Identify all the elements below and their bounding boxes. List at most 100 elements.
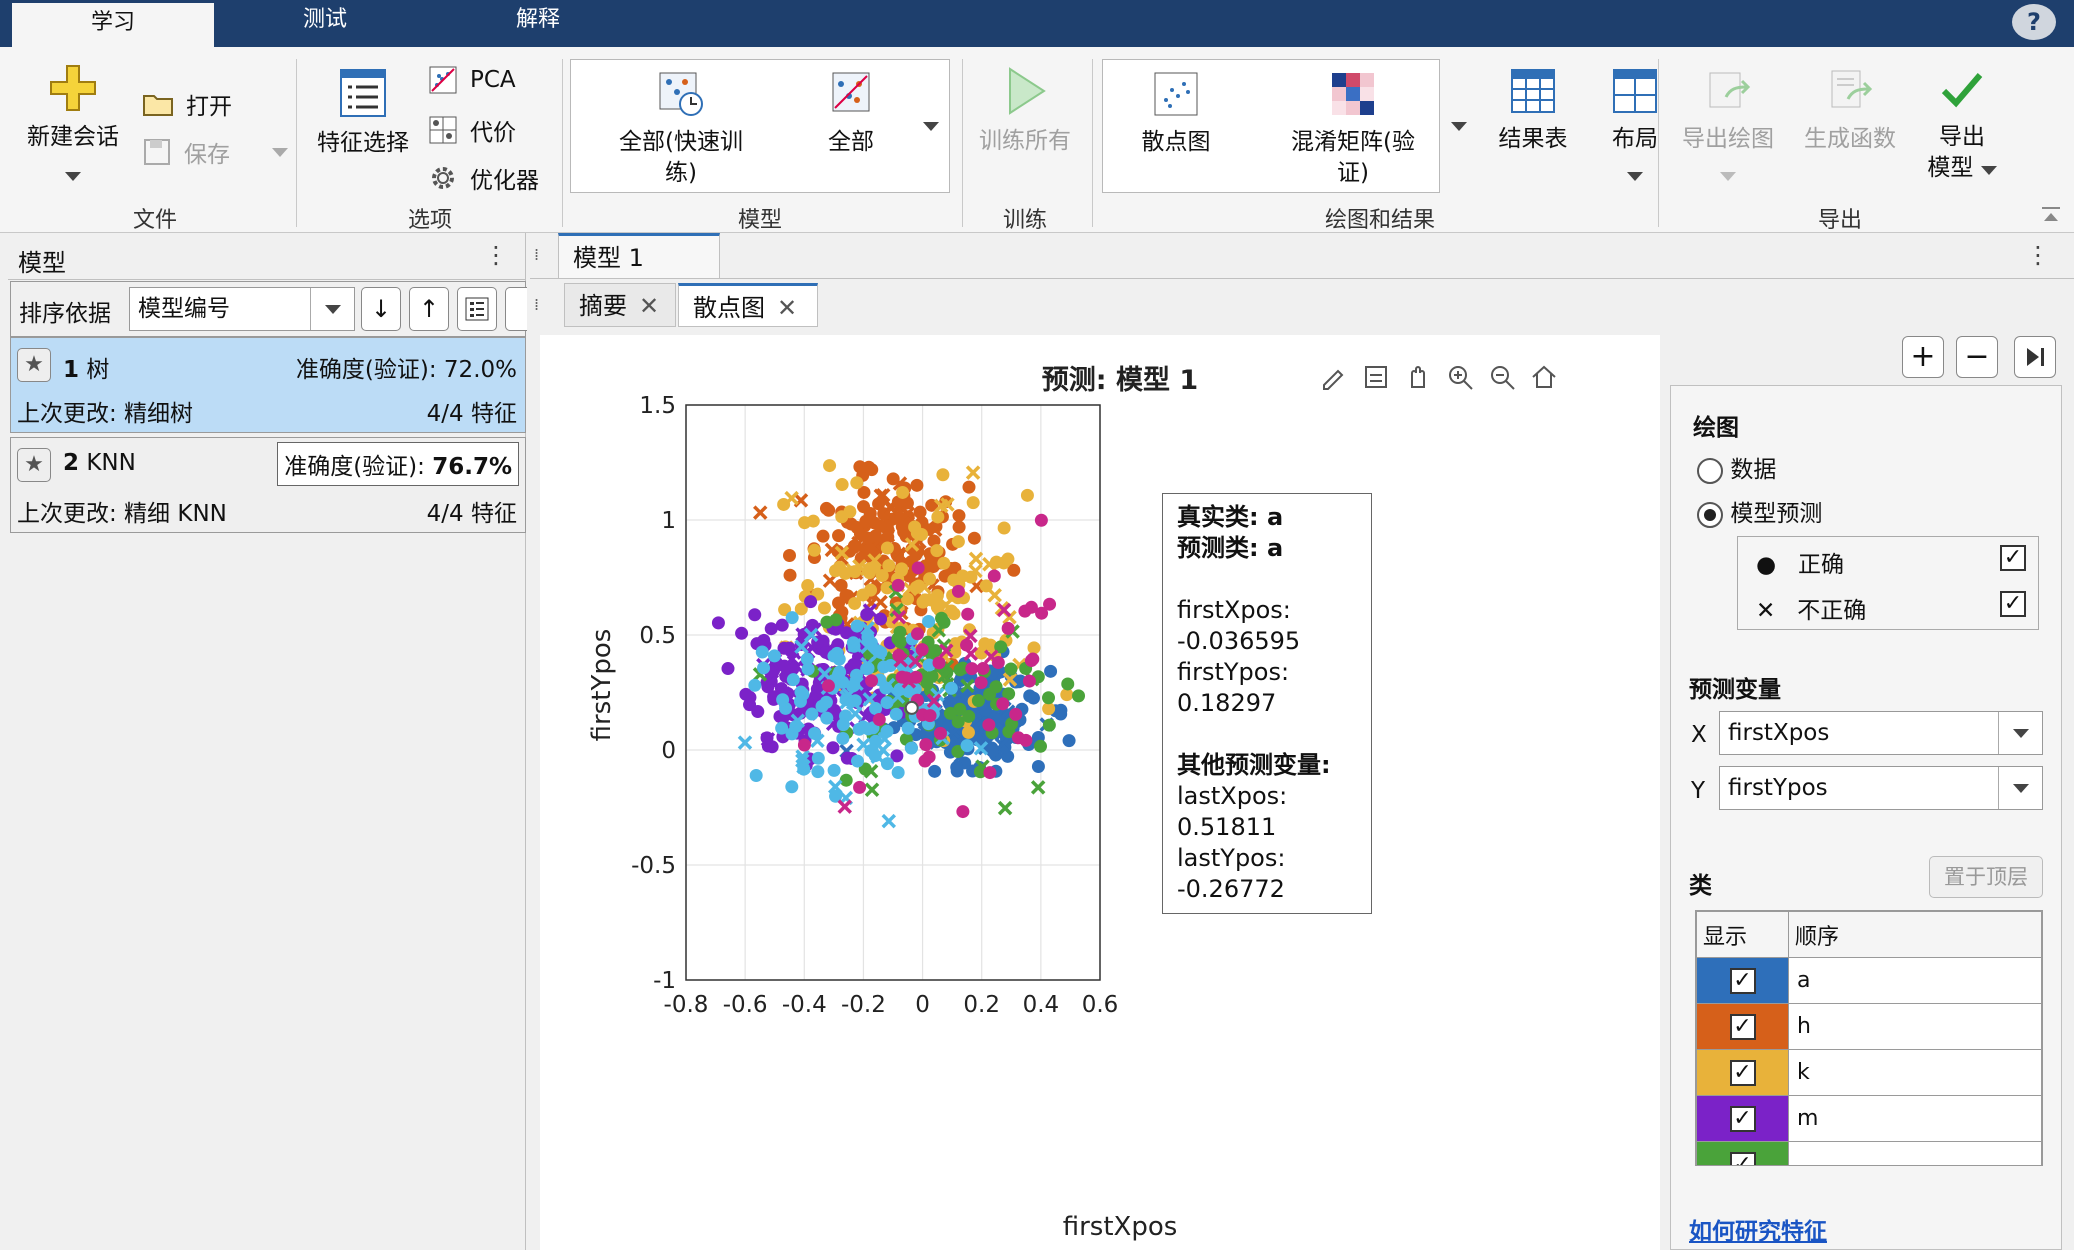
optimizer-button[interactable]: 优化器: [428, 161, 539, 195]
sort-options-button[interactable]: [457, 287, 497, 331]
tab-learn[interactable]: 学习: [12, 0, 214, 47]
export-model-button[interactable]: 导出 模型: [1912, 65, 2012, 184]
model-2-accuracy: 准确度(验证): 76.7%: [277, 442, 519, 486]
class-show-checkbox[interactable]: ✓: [1729, 1105, 1756, 1132]
chevron-down-icon: [1451, 121, 1467, 131]
class-row[interactable]: ✓ m: [1696, 1095, 2042, 1142]
model-card-2[interactable]: ★ 2 KNN 准确度(验证): 76.7% 上次更改: 精细 KNN 4/4 …: [10, 437, 526, 533]
scatter-point: [872, 497, 886, 511]
zoom-out-icon[interactable]: [1488, 363, 1516, 391]
help-icon[interactable]: ?: [2012, 4, 2056, 40]
radio-prediction-button[interactable]: [1697, 501, 1723, 528]
scatter-point: [800, 652, 814, 666]
tab-summary[interactable]: 摘要 ✕: [564, 283, 676, 327]
drag-handle-icon[interactable]: ⁞: [534, 295, 540, 314]
class-show-checkbox[interactable]: ✓: [1729, 1151, 1756, 1165]
scatter-label: 散点图: [1141, 129, 1211, 155]
zoom-in-icon[interactable]: [1446, 363, 1474, 391]
radio-data-button[interactable]: [1697, 457, 1723, 484]
model-2-num: 2: [63, 450, 80, 476]
incorrect-checkbox[interactable]: ✓: [2000, 591, 2026, 617]
scatter-point: [983, 766, 997, 780]
scatter-point-incorrect: [968, 563, 983, 579]
scatter-plot-button[interactable]: 散点图: [1121, 70, 1231, 158]
sort-toolbar: 排序依据 模型编号 ↓ ↑: [10, 281, 527, 337]
model-gallery-expand[interactable]: [912, 59, 950, 193]
model-card-1[interactable]: ★ 1 树 准确度(验证): 72.0% 上次更改: 精细树 4/4 特征: [10, 337, 526, 433]
radio-data[interactable]: 数据: [1697, 450, 1776, 484]
save-button[interactable]: 保存: [142, 135, 288, 169]
all-quick-train-button[interactable]: 全部(快速训 练): [591, 70, 771, 189]
feature-selection-button[interactable]: 特征选择: [308, 67, 418, 159]
tab-model-1[interactable]: 模型 1: [558, 233, 720, 279]
collapse-panel-button[interactable]: [2014, 336, 2056, 378]
more-sort-button[interactable]: [505, 287, 527, 331]
scatter-point: [839, 626, 853, 640]
scatter-point: [1061, 677, 1075, 691]
scatter-point: [739, 687, 753, 701]
bring-to-top-button[interactable]: 置于顶层: [1929, 856, 2043, 898]
plot-gallery-expand[interactable]: [1440, 59, 1478, 193]
sort-descending-button[interactable]: ↓: [361, 287, 401, 331]
y-predictor-select[interactable]: firstYpos: [1719, 766, 2043, 810]
results-table-button[interactable]: 结果表: [1478, 67, 1588, 155]
scatter-point: [952, 520, 966, 534]
scatter-point: [922, 658, 936, 672]
generate-function-button[interactable]: 生成函数: [1790, 67, 1910, 155]
open-label: 打开: [186, 94, 232, 120]
scatter-point: [919, 738, 933, 752]
open-button[interactable]: 打开: [142, 87, 232, 121]
class-show-checkbox[interactable]: ✓: [1729, 1059, 1756, 1086]
scatter-point: [852, 722, 866, 736]
remove-plot-button[interactable]: −: [1956, 336, 1998, 378]
home-icon[interactable]: [1530, 363, 1558, 391]
pca-button[interactable]: PCA: [428, 65, 516, 95]
collapse-ribbon-icon[interactable]: [2040, 205, 2062, 225]
add-plot-button[interactable]: +: [1902, 336, 1944, 378]
how-to-explore-link[interactable]: 如何研究特征: [1689, 1219, 1827, 1245]
radio-prediction[interactable]: 模型预测: [1697, 494, 1822, 528]
brush-icon[interactable]: [1320, 363, 1348, 391]
chevron-down-icon: [2012, 783, 2029, 793]
star-icon[interactable]: ★: [17, 448, 51, 482]
scatter-point-incorrect: [803, 627, 819, 643]
class-show-checkbox[interactable]: ✓: [1729, 1013, 1756, 1040]
tab-scatter[interactable]: 散点图 ✕: [678, 283, 818, 327]
close-icon[interactable]: ✕: [639, 292, 660, 320]
scatter-point-incorrect: [845, 563, 861, 578]
correct-checkbox[interactable]: ✓: [2000, 545, 2026, 571]
layout-button[interactable]: 布局: [1590, 67, 1680, 190]
close-icon[interactable]: ✕: [777, 294, 798, 322]
tab-explain[interactable]: 解释: [515, 7, 560, 32]
drag-handle-icon[interactable]: ⁞: [534, 245, 540, 264]
document-menu-icon[interactable]: ⋮: [2026, 241, 2050, 269]
pan-hand-icon[interactable]: [1404, 363, 1432, 391]
star-icon[interactable]: ★: [17, 348, 51, 382]
class-show-checkbox[interactable]: ✓: [1729, 967, 1756, 994]
scatter-point: [856, 588, 870, 602]
x-predictor-select[interactable]: firstXpos: [1719, 711, 2043, 755]
class-row[interactable]: ✓ k: [1696, 1049, 2042, 1096]
class-row[interactable]: ✓ h: [1696, 1003, 2042, 1050]
all-models-button[interactable]: 全部: [791, 70, 911, 158]
scatter-point: [853, 460, 867, 474]
confusion-matrix-button[interactable]: 混淆矩阵(验 证): [1273, 70, 1433, 189]
scatter-chart[interactable]: 预测: 模型 1 -0.8 -0.6 -0.4 -0.2 0 0.2 0.4 0.6 1.5 1 0…: [540, 335, 1660, 1250]
new-session-button[interactable]: 新建会话: [18, 63, 128, 190]
tab-test[interactable]: 测试: [302, 7, 347, 32]
plot-settings-panel: 绘图 数据 模型预测 ● 正确 ✓ ✕ 不正确 ✓ 预测变量 X firstXp…: [1670, 385, 2062, 1250]
export-plot-button[interactable]: 导出绘图: [1668, 67, 1788, 190]
class-row[interactable]: ✓: [1696, 1141, 2042, 1165]
panel-menu-icon[interactable]: ⋮: [484, 241, 508, 269]
sort-ascending-button[interactable]: ↑: [409, 287, 449, 331]
scatter-point: [923, 709, 937, 723]
sort-select[interactable]: 模型编号: [129, 287, 355, 331]
train-all-button[interactable]: 训练所有: [970, 65, 1080, 157]
results-table-label: 结果表: [1498, 126, 1568, 152]
scatter-point: [793, 694, 807, 708]
cost-button[interactable]: 代价: [428, 113, 516, 147]
scatter-point-incorrect: [960, 678, 975, 694]
class-row[interactable]: ✓ a: [1696, 957, 2042, 1004]
datatip-icon[interactable]: [1362, 363, 1390, 391]
scatter-point: [962, 480, 976, 494]
